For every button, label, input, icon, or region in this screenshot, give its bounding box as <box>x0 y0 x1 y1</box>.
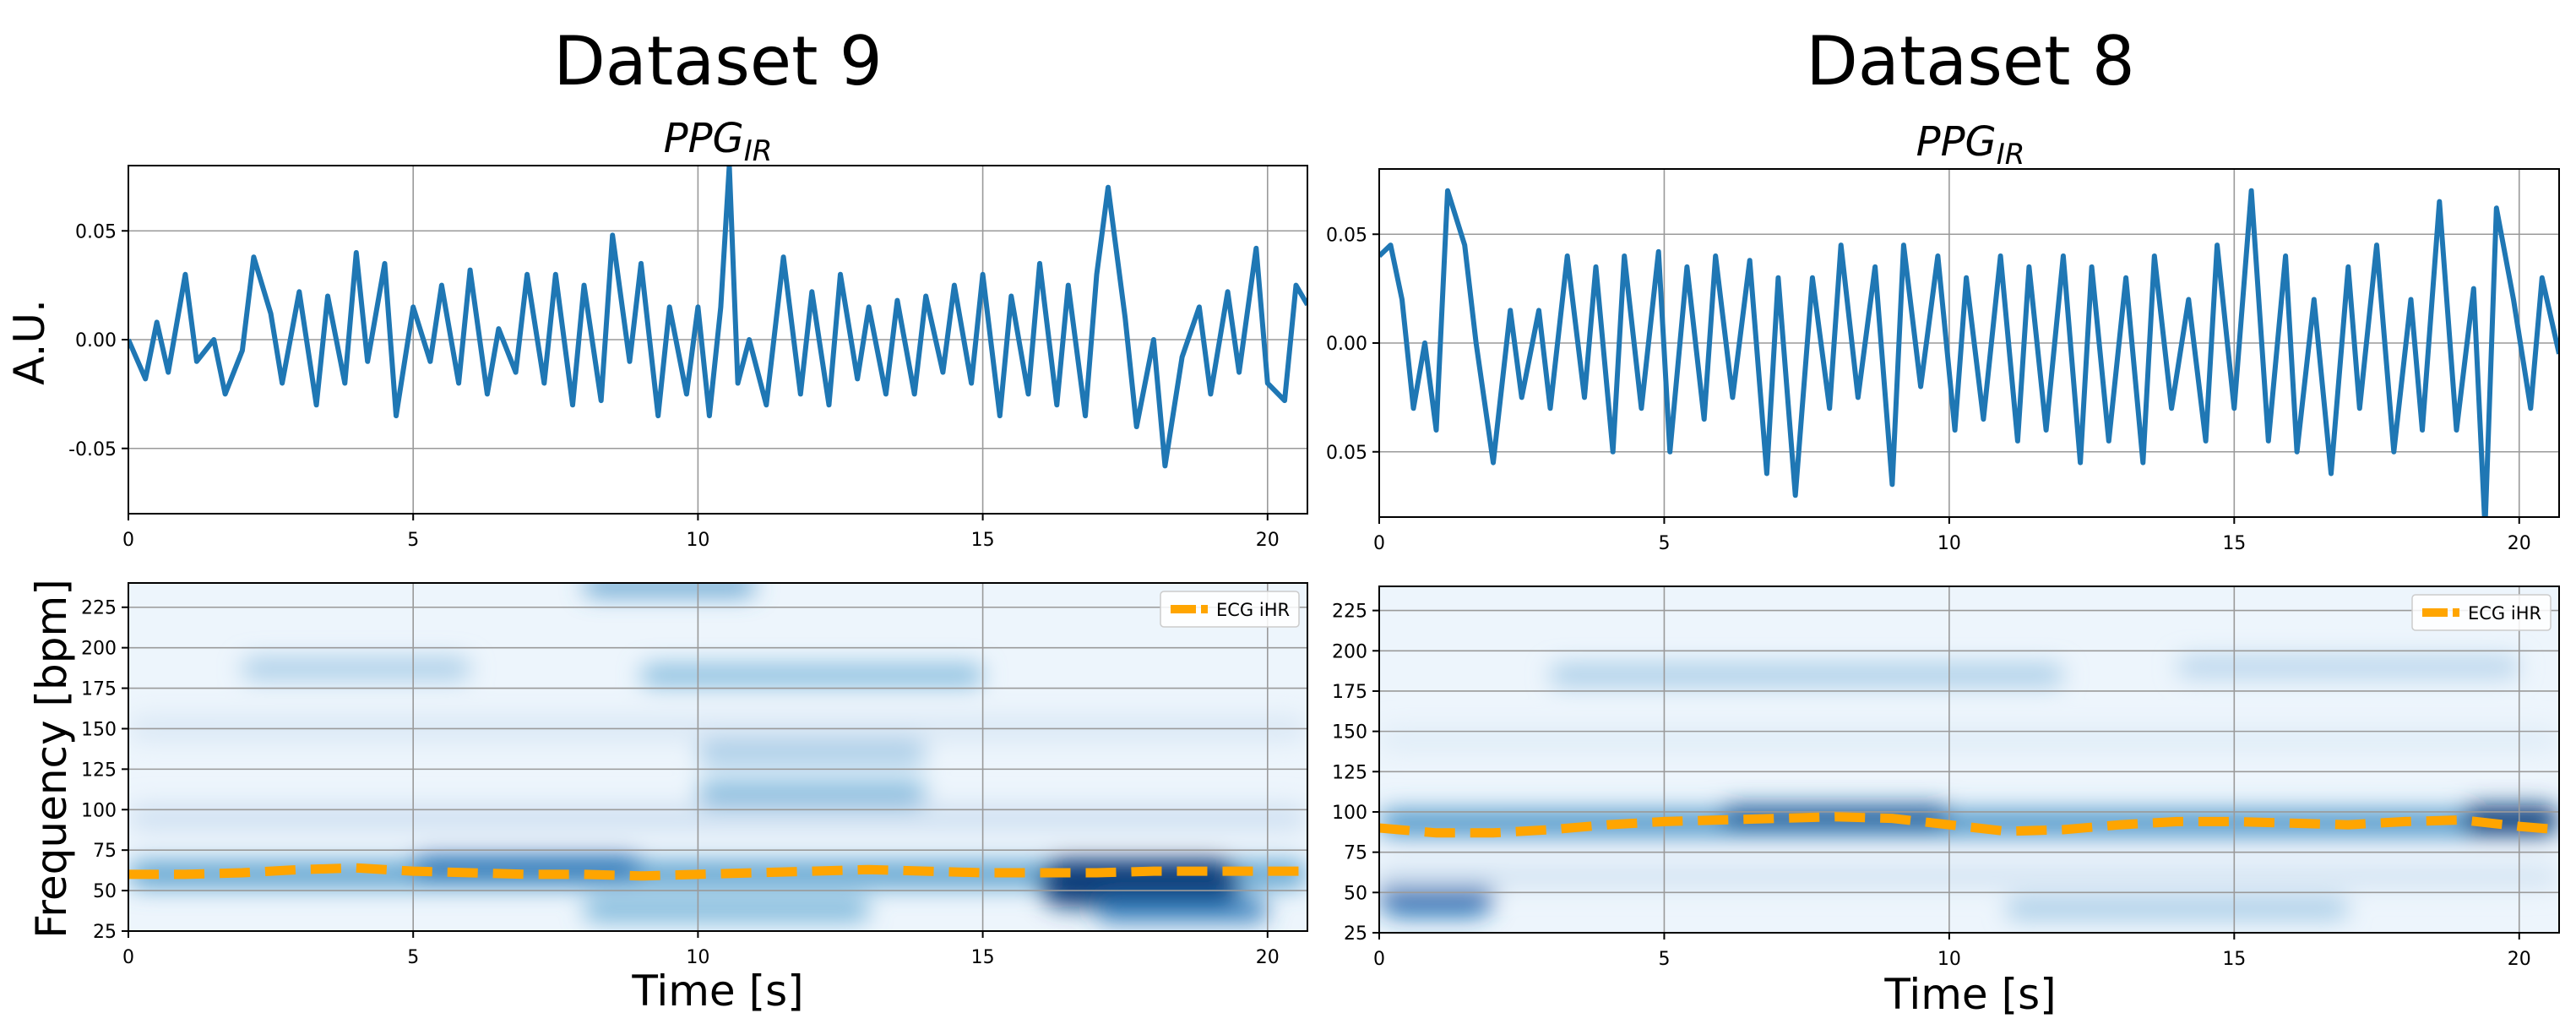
x-tick-label: 15 <box>971 530 995 551</box>
y-tick-label: 0.05 <box>75 221 117 242</box>
series-layer <box>1379 812 2559 838</box>
y-tick-label: 50 <box>93 881 117 902</box>
x-tick-label: 0 <box>1373 533 1385 554</box>
heatmap-band <box>584 900 869 920</box>
column-title-dataset9: Dataset 9 <box>553 22 883 101</box>
subplot-title-subscript: IR <box>1997 138 2025 172</box>
x-axis-label-dataset9: Time [s] <box>631 967 803 1016</box>
legend-label: ECG iHR <box>2468 603 2541 624</box>
x-tick-label: 15 <box>971 947 995 968</box>
subplot-title-dataset9: PPGIR <box>664 115 773 168</box>
legend-box <box>1160 591 1300 628</box>
y-tick-label: 25 <box>93 922 117 943</box>
x-tick-label: 15 <box>2222 949 2246 970</box>
x-tick-label: 5 <box>407 530 419 551</box>
y-tick-label: 175 <box>1332 682 1367 703</box>
legend-box <box>2411 594 2552 631</box>
subplot-title-dataset8: PPGIR <box>1916 118 2025 172</box>
legend: ECG iHR <box>1160 591 1300 628</box>
y-tick-label: -0.05 <box>68 439 117 460</box>
heatmap-band <box>128 804 1307 831</box>
plot-frame <box>128 582 1308 932</box>
y-tick-label: 200 <box>1332 641 1367 662</box>
heatmap-band <box>698 741 927 765</box>
heatmap-band <box>242 659 470 679</box>
signal-line <box>128 166 1307 469</box>
x-tick-label: 5 <box>1658 533 1670 554</box>
y-tick-label: 150 <box>81 719 117 740</box>
x-tick-label: 20 <box>2508 949 2531 970</box>
y-tick-label: 125 <box>81 760 117 781</box>
x-tick-label: 15 <box>2222 533 2246 554</box>
x-tick-label: 20 <box>1256 530 1280 551</box>
y-tick-label: 200 <box>81 639 117 660</box>
series-layer <box>128 863 1307 881</box>
x-tick-label: 20 <box>2508 533 2531 554</box>
subplot-title-text: PPG <box>1916 118 1997 166</box>
y-tick-label: 50 <box>1344 883 1367 904</box>
y-tick-label: 0.05 <box>1326 225 1367 246</box>
x-tick-label: 10 <box>1937 949 1961 970</box>
y-tick-label: 225 <box>81 598 117 619</box>
heatmap-band <box>584 583 755 595</box>
heatmap-band <box>1379 727 2559 751</box>
legend-label: ECG iHR <box>1216 600 1290 620</box>
signal-line <box>1379 188 2559 517</box>
y-tick-label: 75 <box>93 841 117 862</box>
series-layer <box>1379 188 2559 517</box>
ihr-dashed-line <box>128 863 1307 881</box>
dataset9-spectrogram-plot: 0 5 10 15 20 25 50 75 100 125 150 175 200 225 ECG iHR <box>81 582 1308 968</box>
y-tick-label: 75 <box>1344 843 1367 864</box>
y-tick-label: 100 <box>81 800 117 821</box>
heatmap-band <box>1550 665 2063 685</box>
dataset8-signal-plot: 0 5 10 15 20 0.05 0.00 0.05 <box>1326 168 2560 554</box>
y-axis-label-top: A.U. <box>5 299 54 385</box>
column-title-dataset8: Dataset 8 <box>1806 22 2135 101</box>
y-tick-label: 175 <box>81 679 117 700</box>
y-tick-label: 150 <box>1332 722 1367 743</box>
x-tick-label: 10 <box>686 530 709 551</box>
ihr-dashed-line <box>1379 812 2559 838</box>
series-layer <box>128 166 1307 469</box>
heatmap-band <box>2177 656 2519 677</box>
heatmap-band <box>698 782 927 805</box>
y-tick-label: 0.00 <box>1326 334 1367 355</box>
heatmap-band <box>640 665 983 685</box>
y-axis-label-bottom: Frequency [bpm] <box>27 579 76 938</box>
x-tick-label: 10 <box>1937 533 1961 554</box>
subplot-title-text: PPG <box>664 115 744 162</box>
x-tick-label: 5 <box>1658 949 1670 970</box>
y-tick-label: 125 <box>1332 762 1367 783</box>
y-tick-label: 225 <box>1332 602 1367 623</box>
plot-frame <box>1378 586 2560 934</box>
heatmap-band <box>2006 898 2349 918</box>
x-tick-label: 0 <box>1373 949 1385 970</box>
x-axis-label-dataset8: Time [s] <box>1883 970 2056 1019</box>
x-tick-label: 5 <box>407 947 419 968</box>
legend: ECG iHR <box>2411 594 2552 631</box>
x-tick-label: 20 <box>1256 947 1280 968</box>
x-tick-label: 10 <box>686 947 709 968</box>
dataset9-signal-plot: 0 5 10 15 20 0.05 0.00 -0.05 <box>68 165 1308 551</box>
y-tick-label: 100 <box>1332 803 1367 824</box>
heatmap-band <box>1379 864 2559 888</box>
dataset8-spectrogram-plot: 0 5 10 15 20 25 50 75 100 125 150 175 200 225 ECG iHR <box>1332 586 2560 970</box>
y-tick-label: 0.05 <box>1326 443 1367 464</box>
heatmap-band <box>1096 898 1268 922</box>
y-tick-label: 25 <box>1344 923 1367 945</box>
y-tick-label: 0.00 <box>75 330 117 351</box>
x-tick-label: 0 <box>122 530 134 551</box>
x-tick-label: 0 <box>122 947 134 968</box>
subplot-title-subscript: IR <box>744 134 773 168</box>
